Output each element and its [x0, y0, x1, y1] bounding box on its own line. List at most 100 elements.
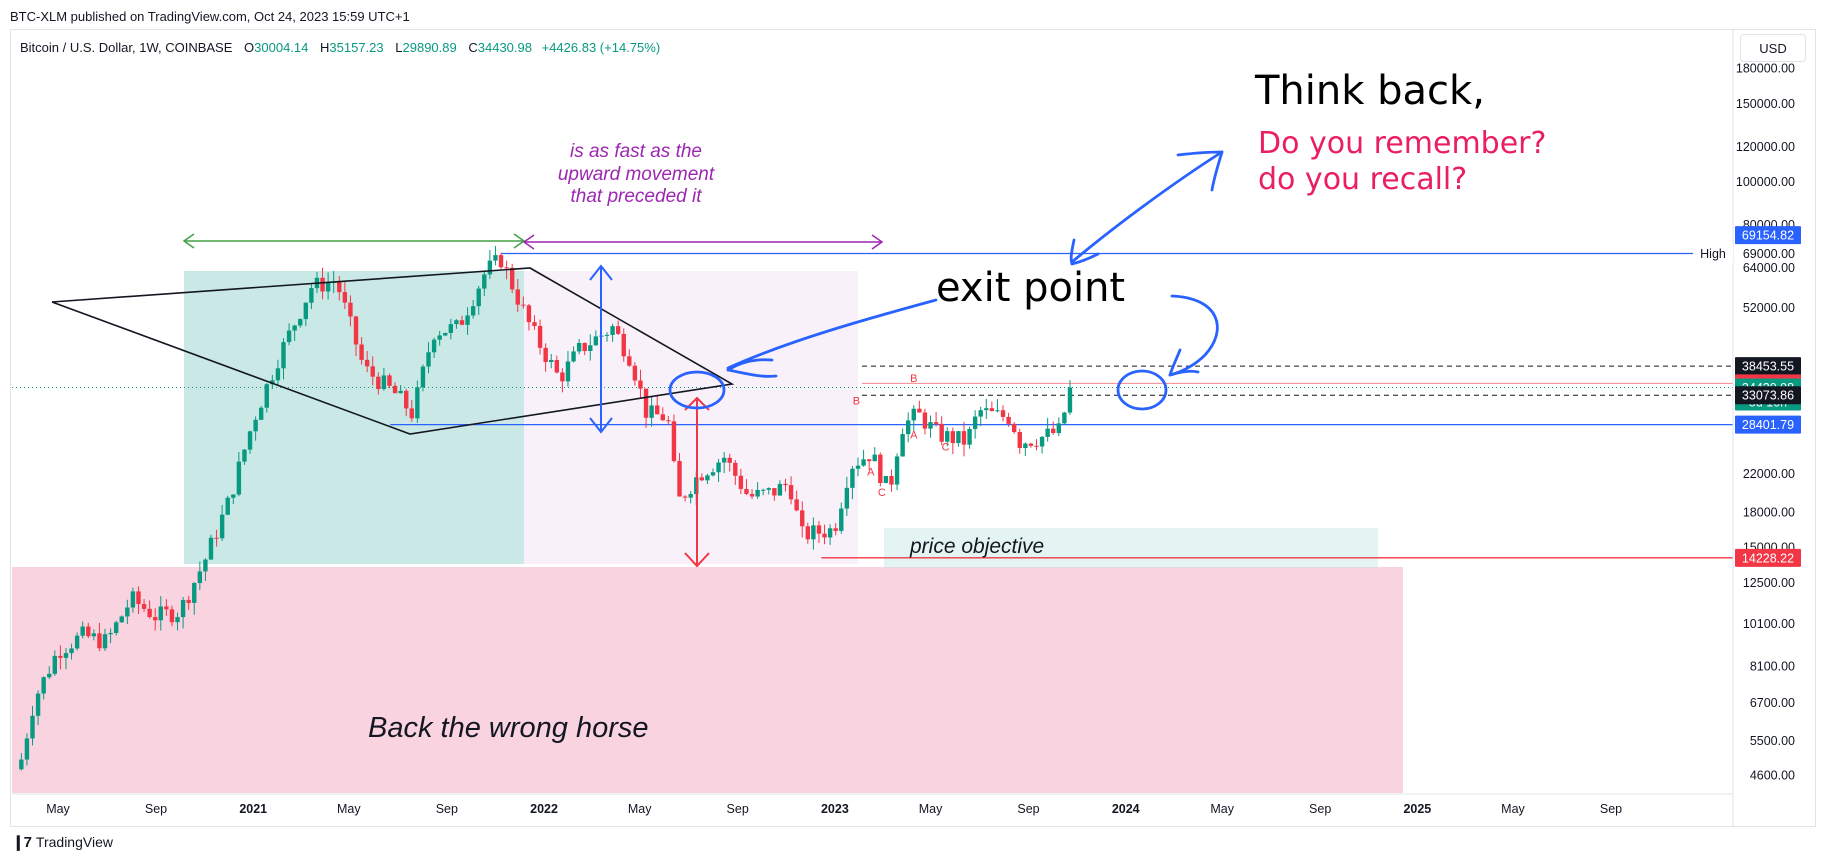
candle-body[interactable]	[426, 352, 431, 367]
candle-body[interactable]	[30, 715, 35, 739]
candle-body[interactable]	[219, 514, 225, 539]
candle-body[interactable]	[415, 387, 420, 419]
candle-body[interactable]	[660, 414, 665, 421]
candle-body[interactable]	[24, 738, 30, 760]
candle-body[interactable]	[203, 559, 208, 572]
candle-body[interactable]	[1023, 443, 1028, 448]
candle-body[interactable]	[822, 533, 827, 538]
candle-body[interactable]	[855, 465, 861, 469]
candle-body[interactable]	[1000, 410, 1006, 417]
candle-body[interactable]	[197, 571, 203, 584]
candle-body[interactable]	[113, 622, 119, 633]
price-badge[interactable]	[1735, 386, 1801, 405]
candle-body[interactable]	[392, 385, 398, 394]
candle-body[interactable]	[889, 476, 894, 485]
price-badge[interactable]	[1735, 357, 1801, 376]
time-axis[interactable]: May Sep 2021 May Sep 2022 May Sep 2023 May Sep 2024…	[12, 793, 1733, 816]
candle-body[interactable]	[894, 456, 900, 485]
candle-body[interactable]	[275, 368, 281, 381]
candle-body[interactable]	[632, 365, 638, 381]
candle-body[interactable]	[409, 408, 414, 419]
candle-body[interactable]	[470, 306, 476, 316]
candle-body[interactable]	[682, 496, 688, 498]
candle-body[interactable]	[264, 384, 269, 408]
candle-body[interactable]	[643, 388, 649, 418]
candle-body[interactable]	[906, 420, 911, 435]
candle-body[interactable]	[242, 449, 247, 462]
candle-body[interactable]	[794, 499, 799, 511]
candle-body[interactable]	[465, 315, 470, 325]
candle-body[interactable]	[710, 472, 716, 476]
candle-body[interactable]	[364, 359, 370, 367]
candle-body[interactable]	[716, 462, 721, 473]
candle-body[interactable]	[41, 677, 46, 694]
candle-body[interactable]	[749, 493, 755, 497]
candle-body[interactable]	[1051, 428, 1056, 434]
candle-body[interactable]	[420, 366, 426, 388]
candle-body[interactable]	[86, 626, 91, 637]
candle-body[interactable]	[922, 412, 928, 429]
candle-body[interactable]	[671, 421, 677, 461]
candle-body[interactable]	[827, 528, 833, 538]
candle-body[interactable]	[448, 324, 454, 333]
candle-body[interactable]	[387, 375, 392, 386]
candle-body[interactable]	[532, 322, 537, 326]
price-axis[interactable]: 4600.00 5500.00 6700.00 8100.00 10100.00 1250…	[1693, 30, 1801, 826]
candle-body[interactable]	[1006, 416, 1011, 424]
candle-body[interactable]	[850, 468, 855, 488]
candle-body[interactable]	[47, 673, 52, 678]
price-badge[interactable]	[1735, 415, 1801, 434]
candle-body[interactable]	[961, 431, 967, 445]
candle-body[interactable]	[604, 334, 610, 336]
candle-body[interactable]	[1028, 443, 1034, 446]
candle-body[interactable]	[348, 302, 353, 317]
candle-body[interactable]	[760, 489, 766, 491]
candle-body[interactable]	[655, 405, 660, 415]
candle-body[interactable]	[933, 422, 939, 424]
current-pen-arrow[interactable]	[1168, 294, 1219, 377]
triangle-pattern[interactable]	[51, 267, 735, 435]
candle-body[interactable]	[404, 390, 409, 409]
price-badge[interactable]	[1735, 548, 1801, 567]
candle-body[interactable]	[108, 632, 113, 635]
candle-body[interactable]	[258, 407, 264, 420]
candle-body[interactable]	[509, 267, 515, 290]
chart-frame[interactable]	[10, 29, 1816, 827]
candle-body[interactable]	[995, 410, 1000, 412]
candle-body[interactable]	[102, 634, 108, 649]
candle-body[interactable]	[582, 342, 587, 352]
candle-body[interactable]	[381, 375, 387, 389]
candle-body[interactable]	[186, 599, 191, 603]
candle-body[interactable]	[621, 333, 626, 357]
candle-body[interactable]	[1045, 428, 1050, 437]
candle-body[interactable]	[649, 405, 654, 418]
candle-body[interactable]	[526, 305, 532, 323]
candle-body[interactable]	[437, 335, 442, 340]
breakout-circle[interactable]	[668, 370, 726, 410]
candle-body[interactable]	[225, 497, 230, 515]
candle-body[interactable]	[298, 319, 303, 326]
candle-body[interactable]	[1034, 445, 1039, 447]
candle-body[interactable]	[911, 408, 916, 421]
candle-body[interactable]	[615, 326, 621, 334]
candle-body[interactable]	[744, 488, 749, 494]
candle-body[interactable]	[454, 320, 459, 325]
candle-body[interactable]	[80, 626, 85, 636]
candle-body[interactable]	[588, 345, 593, 352]
candle-body[interactable]	[610, 326, 615, 335]
candle-body[interactable]	[493, 255, 498, 261]
candle-body[interactable]	[353, 316, 359, 345]
candle-body[interactable]	[482, 274, 487, 289]
candle-body[interactable]	[35, 693, 41, 716]
candle-body[interactable]	[19, 759, 24, 770]
candle-body[interactable]	[967, 428, 972, 445]
candle-body[interactable]	[125, 607, 130, 617]
candle-body[interactable]	[861, 459, 866, 466]
candle-body[interactable]	[844, 487, 850, 509]
candle-body[interactable]	[337, 281, 342, 293]
candle-body[interactable]	[1017, 432, 1022, 448]
candle-body[interactable]	[309, 288, 314, 303]
candle-body[interactable]	[325, 282, 331, 292]
candle-body[interactable]	[945, 431, 950, 442]
candle-body[interactable]	[950, 431, 956, 444]
